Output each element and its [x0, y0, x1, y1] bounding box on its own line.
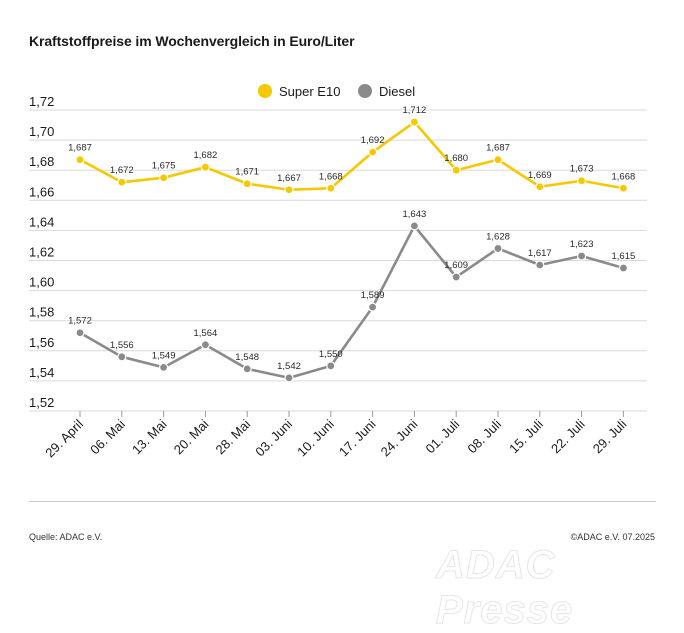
y-tick-label: 1,68: [29, 154, 54, 169]
data-label-super-e10: 1,672: [110, 165, 134, 176]
x-tick-label: 22. Juli: [548, 416, 588, 456]
data-point-diesel: [618, 263, 629, 273]
data-point-super-e10: [200, 162, 210, 172]
data-label-super-e10: 1,671: [235, 167, 259, 178]
data-point-super-e10: [242, 179, 252, 189]
y-tick-label: 1,72: [29, 94, 54, 109]
data-label-super-e10: 1,667: [277, 173, 301, 184]
data-point-super-e10: [117, 177, 127, 187]
data-point-super-e10: [75, 155, 85, 165]
series-line-diesel: [79, 224, 624, 380]
x-tick-label: 24. Juni: [378, 416, 421, 459]
data-label-super-e10: 1,668: [612, 171, 636, 182]
data-point-diesel: [242, 364, 252, 374]
data-label-super-e10: 1,680: [444, 153, 468, 164]
data-label-super-e10: 1,687: [486, 143, 510, 154]
data-label-diesel: 1,548: [235, 352, 259, 363]
data-point-super-e10: [284, 185, 294, 195]
y-tick-label: 1,54: [29, 365, 54, 380]
x-tick-label: 03. Juni: [252, 416, 295, 459]
legend-marker-super-e10: [258, 84, 272, 98]
data-label-diesel: 1,556: [110, 340, 134, 351]
data-point-super-e10: [368, 147, 378, 157]
x-tick-label: 20. Mai: [171, 416, 212, 457]
data-label-diesel: 1,643: [403, 209, 427, 220]
data-label-diesel: 1,623: [570, 239, 594, 250]
data-label-diesel: 1,549: [152, 350, 176, 361]
data-label-super-e10: 1,669: [528, 170, 552, 181]
data-point-diesel: [409, 221, 419, 231]
data-point-diesel: [576, 251, 587, 261]
data-label-diesel: 1,617: [528, 248, 552, 259]
gridlines: [29, 109, 647, 412]
data-label-super-e10: 1,675: [152, 161, 176, 172]
chart-title: Kraftstoffpreise im Wochenvergleich in E…: [29, 33, 355, 49]
series-super-e10: 1,687 1,672 1,675 1,682 1,671 1,667 1,668 1,692…: [68, 105, 636, 195]
watermark-logo: ADAC Presse: [436, 543, 574, 633]
data-point-diesel: [326, 361, 336, 371]
y-tick-label: 1,66: [29, 184, 54, 199]
y-tick-label: 1,58: [29, 305, 54, 320]
y-tick-label: 1,56: [29, 335, 54, 350]
legend-marker-diesel: [358, 84, 372, 98]
data-point-diesel: [368, 302, 378, 312]
data-label-diesel: 1,564: [194, 328, 218, 339]
data-label-diesel: 1,609: [444, 260, 468, 271]
data-point-super-e10: [451, 165, 461, 175]
data-label-super-e10: 1,692: [361, 135, 385, 146]
x-tick-label: 01. Juli: [423, 416, 463, 456]
y-tick-label: 1,64: [29, 214, 54, 229]
data-label-super-e10: 1,712: [403, 105, 427, 116]
data-label-super-e10: 1,673: [570, 164, 594, 175]
data-label-super-e10: 1,687: [68, 143, 92, 154]
data-point-diesel: [75, 328, 85, 338]
series-line-super-e10: [79, 120, 624, 192]
data-label-super-e10: 1,682: [194, 150, 218, 161]
data-point-diesel: [284, 373, 294, 383]
data-point-super-e10: [618, 183, 629, 193]
line-chart: Super E10 Diesel 1,52 1,54 1,56 1,58 1,60 1,6…: [29, 84, 647, 460]
data-point-diesel: [535, 260, 545, 270]
x-tick-label: 29. Juli: [590, 416, 630, 456]
footer-divider: [29, 501, 656, 502]
copyright-note: ©ADAC e.V. 07.2025: [570, 532, 655, 542]
data-point-super-e10: [493, 155, 503, 165]
data-label-diesel: 1,572: [68, 316, 92, 327]
data-point-diesel: [200, 340, 210, 350]
series-diesel: 1,572 1,556 1,549 1,564 1,548 1,542 1,550 1,589…: [68, 209, 636, 383]
data-label-super-e10: 1,668: [319, 171, 343, 182]
data-point-diesel: [493, 243, 503, 254]
y-axis-ticks: 1,52 1,54 1,56 1,58 1,60 1,62 1,64 1,66 1,68 1,70…: [29, 94, 54, 410]
data-point-super-e10: [535, 182, 545, 192]
y-tick-label: 1,70: [29, 124, 54, 139]
y-tick-label: 1,62: [29, 245, 54, 260]
x-tick-label: 28. Mai: [213, 416, 254, 457]
x-tick-label: 13. Mai: [129, 416, 170, 457]
x-tick-label: 10. Juni: [294, 416, 337, 459]
legend-label-super-e10: Super E10: [279, 84, 340, 99]
data-point-super-e10: [159, 173, 169, 183]
data-point-diesel: [117, 352, 127, 362]
data-point-diesel: [159, 362, 169, 372]
x-tick-label: 06. Mai: [87, 416, 128, 457]
data-point-super-e10: [576, 176, 587, 186]
data-point-diesel: [451, 272, 461, 282]
x-tick-label: 17. Juni: [336, 416, 379, 459]
data-point-super-e10: [409, 117, 419, 127]
data-label-diesel: 1,615: [612, 251, 636, 262]
legend-label-diesel: Diesel: [379, 84, 415, 99]
y-tick-label: 1,60: [29, 275, 54, 290]
legend: Super E10 Diesel: [258, 84, 415, 99]
source-note: Quelle: ADAC e.V.: [29, 532, 103, 542]
data-label-diesel: 1,542: [277, 361, 301, 372]
x-tick-label: 29. April: [42, 416, 86, 460]
y-tick-label: 1,52: [29, 395, 54, 410]
x-tick-label: 15. Juli: [506, 416, 546, 456]
data-label-diesel: 1,628: [486, 231, 510, 242]
data-label-diesel: 1,550: [319, 349, 343, 360]
x-tick-label: 08. Juli: [464, 416, 504, 456]
x-axis-ticks: 29. April 06. Mai 13. Mai 20. Mai 28. Mai03.…: [42, 411, 630, 460]
data-label-diesel: 1,589: [361, 290, 385, 301]
data-point-super-e10: [326, 183, 336, 193]
